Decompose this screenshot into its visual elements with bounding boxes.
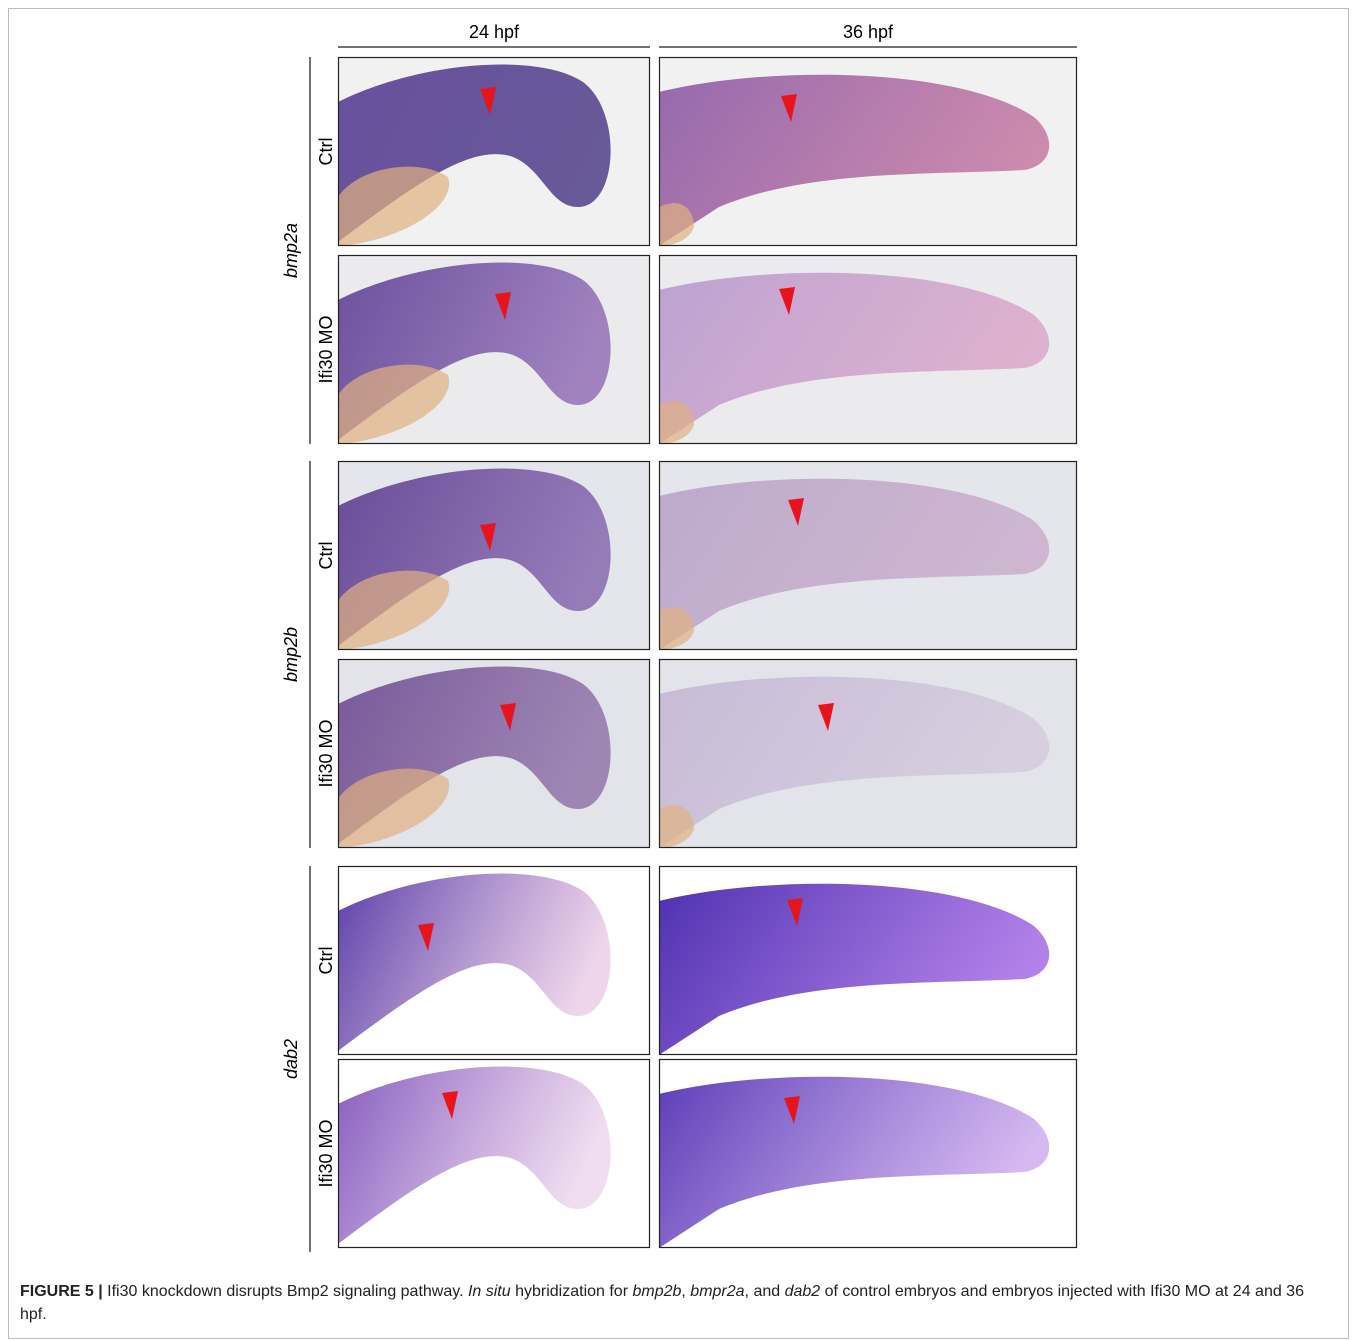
caption-segment: FIGURE 5 |: [20, 1283, 103, 1300]
image-panel: [338, 57, 650, 246]
gene-label: bmp2a: [281, 223, 301, 278]
page: {"figure": { "columns": ["24 hpf", "36 h…: [0, 0, 1357, 1340]
image-panel: [338, 461, 650, 650]
image-panel: [659, 57, 1077, 246]
row-label: Ctrl: [316, 138, 336, 166]
image-panel: [338, 1059, 650, 1248]
caption-segment: ,: [681, 1283, 690, 1300]
row-label: Ifi30 MO: [316, 1119, 336, 1187]
row-label: Ifi30 MO: [316, 315, 336, 383]
caption: FIGURE 5 | Ifi30 knockdown disrupts Bmp2…: [20, 1280, 1330, 1326]
gene-label: dab2: [281, 1039, 301, 1079]
image-panel: [338, 255, 650, 444]
image-panel: [659, 659, 1077, 848]
row-label: Ifi30 MO: [316, 719, 336, 787]
image-panel: [338, 866, 650, 1055]
row-label: Ctrl: [316, 542, 336, 570]
column-label: 24 hpf: [469, 22, 520, 42]
caption-segment: Ifi30 knockdown disrupts Bmp2 signaling …: [103, 1283, 468, 1300]
image-panel: [659, 1059, 1077, 1248]
caption-segment: hybridization for: [511, 1283, 633, 1300]
row-label: Ctrl: [316, 947, 336, 975]
caption-segment: bmpr2a: [690, 1283, 744, 1300]
gene-label: bmp2b: [281, 627, 301, 682]
image-panel: [659, 255, 1077, 444]
image-panel: [659, 866, 1077, 1055]
image-panel: [659, 461, 1077, 650]
caption-segment: dab2: [785, 1283, 821, 1300]
caption-segment: bmp2b: [632, 1283, 681, 1300]
caption-segment: In situ: [468, 1283, 511, 1300]
caption-segment: , and: [745, 1283, 785, 1300]
image-panel: [338, 659, 650, 848]
figure: 24 hpf 36 hpf bmp2a Ctrl Ifi30 MO bmp2b Ctrl If…: [0, 0, 1357, 1340]
column-label: 36 hpf: [843, 22, 894, 42]
